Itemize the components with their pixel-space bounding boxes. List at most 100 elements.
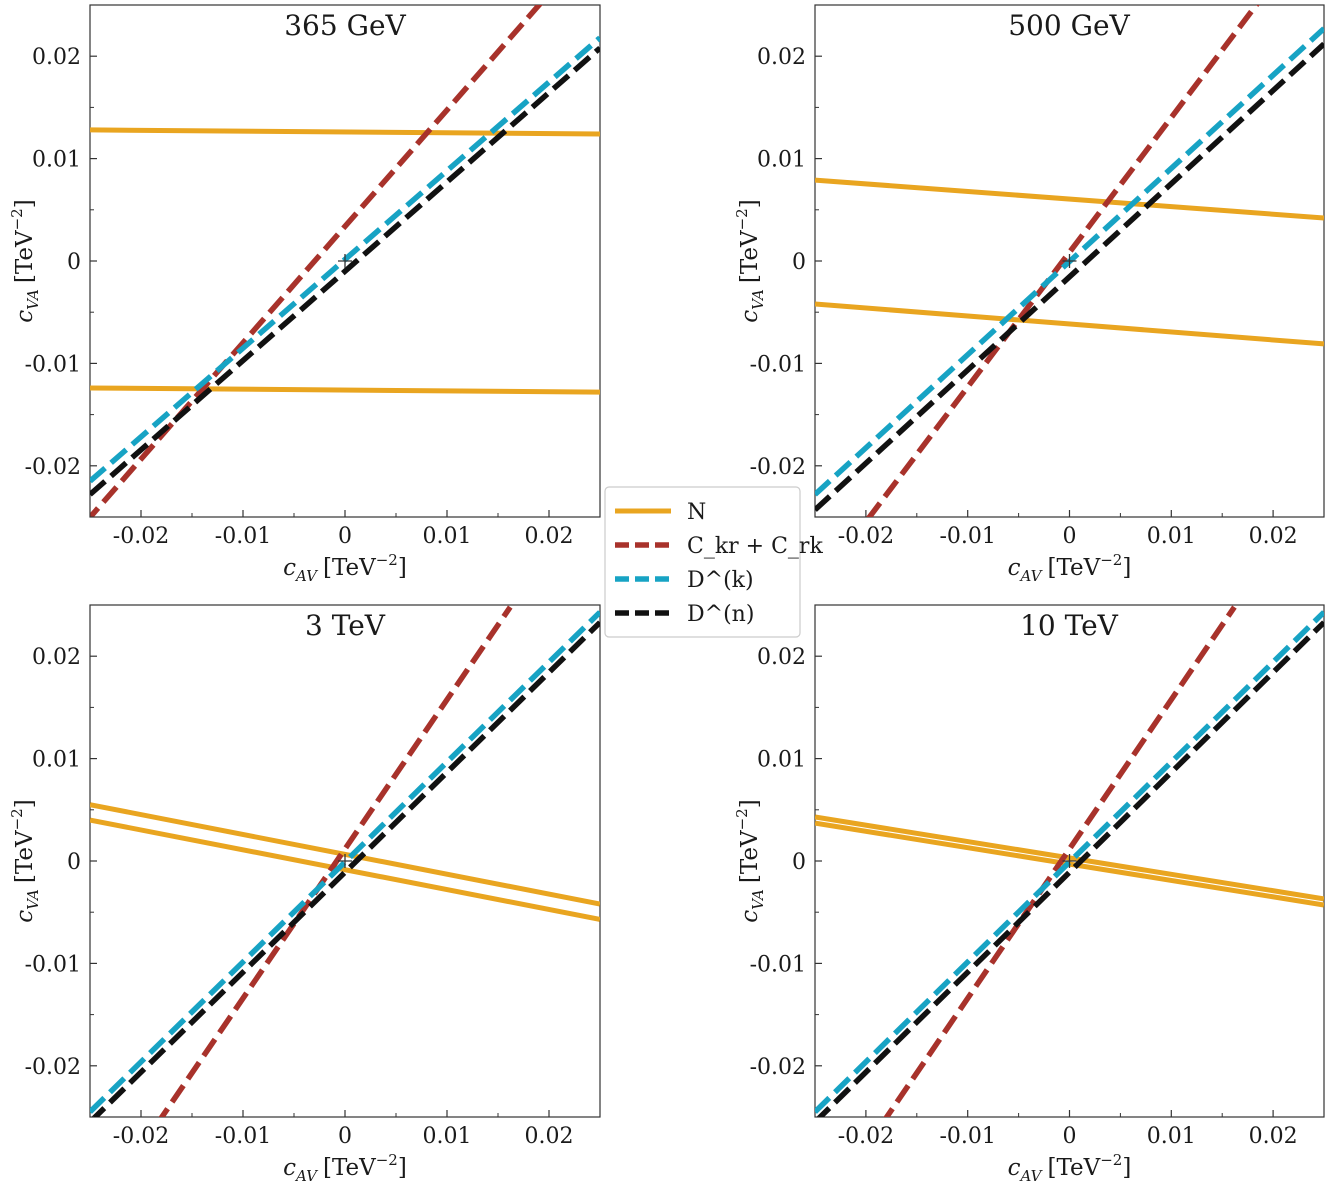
series-n-1: [90, 817, 600, 922]
x-tick-label: 0.01: [423, 524, 472, 549]
x-tick-label: 0: [1063, 1124, 1077, 1149]
series-ckr-2: [90, 5, 543, 517]
y-tick-label: -0.01: [750, 952, 806, 977]
x-tick-label: 0.02: [525, 1124, 574, 1149]
y-tick-label: -0.02: [25, 1055, 81, 1080]
y-tick-label: 0.01: [757, 148, 806, 173]
y-ticks: -0.02 -0.01 0 0.01 0.02: [25, 4, 97, 518]
x-tick-label: 0.02: [1249, 524, 1298, 549]
x-ticks: -0.02 -0.01 0 0.01 0.02: [89, 1110, 601, 1149]
legend: N C_kr + C_rk D^(k) D^(n): [604, 486, 823, 638]
panel-title: 3 TeV: [305, 609, 386, 642]
x-tick-label: 0.02: [525, 524, 574, 549]
axis-label-text: cVA[TeV−2]: [8, 799, 42, 922]
y-ticks: -0.02 -0.01 0 0.01 0.02: [750, 604, 822, 1118]
axis-label-text: cAV [TeV−2]: [283, 1151, 407, 1182]
y-tick-label: -0.01: [25, 352, 81, 377]
y-tick-label: 0.02: [32, 645, 81, 670]
series-n-1: [815, 301, 1324, 347]
axis-label-text: cVA[TeV−2]: [8, 199, 42, 322]
series-ckr-2: [158, 605, 513, 1117]
axis-label-text: cAV [TeV−2]: [1008, 551, 1132, 585]
series-n-0: [815, 177, 1324, 221]
series-n-0: [90, 127, 600, 137]
panel-365-gev: -0.02 -0.01 0 0.01 0.02 -0.02-0.0100.010.02 …: [8, 4, 601, 585]
legend-entries: N C_kr + C_rk D^(k) D^(n): [615, 500, 823, 627]
panel-3-tev: -0.02 -0.01 0 0.01 0.02 -0.02-0.0100.010.02 …: [8, 604, 601, 1182]
panel-title: 500 GeV: [1008, 9, 1130, 42]
x-axis-label: cAV [TeV−2]: [1008, 1151, 1132, 1182]
panel-500-gev: -0.02 -0.01 0 0.01 0.02 -0.02-0.0100.010.02 …: [733, 4, 1325, 585]
x-tick-label: -0.01: [939, 524, 995, 549]
x-tick-label: 0: [1063, 524, 1077, 549]
axis-label-text: cAV [TeV−2]: [1008, 1151, 1132, 1182]
series-layer: [815, 605, 1324, 1117]
y-tick-label: 0.01: [757, 748, 806, 773]
y-tick-label: 0.02: [757, 645, 806, 670]
y-ticks: -0.02 -0.01 0 0.01 0.02: [25, 604, 97, 1118]
x-tick-label: -0.01: [939, 1124, 995, 1149]
legend-box: [604, 486, 801, 638]
series-layer: [90, 605, 600, 1117]
y-tick-label: -0.01: [750, 352, 806, 377]
y-tick-label: -0.02: [750, 455, 806, 480]
series-dn-4: [816, 620, 1324, 1117]
axis-label-text: cVA[TeV−2]: [733, 199, 767, 322]
sm-point-marker: [338, 854, 352, 868]
x-tick-label: -0.02: [838, 524, 894, 549]
x-ticks: -0.02 -0.01 0 0.01 0.02: [814, 1110, 1325, 1149]
legend-label-n: N: [687, 500, 706, 525]
series-dn-4: [91, 620, 600, 1117]
x-axis-label: cAV [TeV−2]: [283, 1151, 407, 1182]
series-layer: [90, 5, 600, 517]
legend-label-dk: D^(k): [687, 568, 754, 593]
x-tick-label: -0.01: [215, 524, 271, 549]
x-axis-label: cAV [TeV−2]: [283, 551, 407, 585]
y-tick-label: 0.02: [32, 45, 81, 70]
x-tick-label: -0.02: [113, 524, 169, 549]
panel-10-tev: -0.02 -0.01 0 0.01 0.02 -0.02-0.0100.010.02 …: [733, 604, 1325, 1182]
x-tick-label: -0.02: [113, 1124, 169, 1149]
y-tick-label: 0: [792, 250, 806, 275]
y-axis-label: cVA[TeV−2]: [733, 199, 767, 322]
sm-point-marker: [338, 254, 352, 268]
y-ticks: -0.02 -0.01 0 0.01 0.02: [750, 4, 822, 518]
panel-title: 365 GeV: [284, 9, 406, 42]
series-n-1: [90, 385, 600, 395]
series-dk-3: [90, 610, 600, 1114]
x-ticks: -0.02 -0.01 0 0.01 0.02: [814, 510, 1325, 549]
y-tick-label: 0.02: [757, 45, 806, 70]
legend-label-ckr: C_kr + C_rk: [687, 534, 823, 559]
y-axis-label: cVA[TeV−2]: [8, 799, 42, 922]
sm-point-marker: [1062, 254, 1077, 268]
x-tick-label: 0: [338, 524, 352, 549]
series-dk-3: [815, 610, 1324, 1114]
x-tick-label: 0: [338, 1124, 352, 1149]
axis-label-text: cVA[TeV−2]: [733, 799, 767, 922]
x-tick-label: 0.02: [1249, 1124, 1298, 1149]
series-dn-4: [90, 45, 600, 497]
y-axis-label: cVA[TeV−2]: [8, 199, 42, 322]
axis-label-text: cAV [TeV−2]: [283, 551, 407, 585]
y-tick-label: 0: [67, 850, 81, 875]
x-ticks: -0.02 -0.01 0 0.01 0.02: [89, 510, 601, 549]
x-axis-label: cAV [TeV−2]: [1008, 551, 1132, 585]
x-tick-label: 0.01: [1147, 524, 1196, 549]
y-tick-label: 0: [67, 250, 81, 275]
y-tick-label: 0.01: [32, 748, 81, 773]
series-dn-4: [815, 41, 1324, 512]
x-tick-label: 0.01: [423, 1124, 472, 1149]
panel-title: 10 TeV: [1020, 609, 1119, 642]
series-layer: [815, 5, 1324, 517]
y-tick-label: 0.01: [32, 148, 81, 173]
series-ckr-2: [883, 605, 1237, 1117]
y-axis-label: cVA[TeV−2]: [733, 799, 767, 922]
y-tick-label: -0.02: [25, 455, 81, 480]
y-tick-label: -0.01: [25, 952, 81, 977]
x-tick-label: 0.01: [1147, 1124, 1196, 1149]
legend-label-dn: D^(n): [687, 602, 754, 627]
sm-point-marker: [1062, 854, 1077, 868]
y-tick-label: -0.02: [750, 1055, 806, 1080]
y-tick-label: 0: [792, 850, 806, 875]
